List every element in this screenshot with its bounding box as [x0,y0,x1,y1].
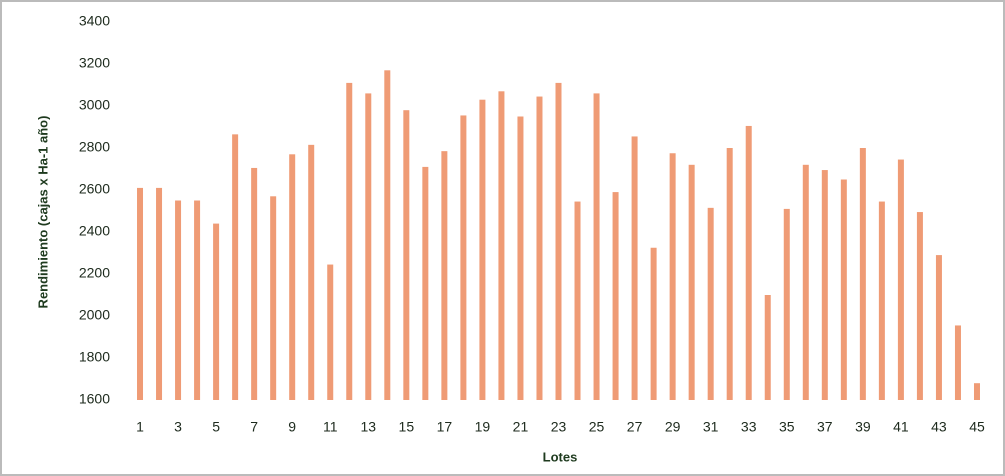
x-tick-label: 5 [212,419,220,435]
bar [954,325,961,400]
bar [707,207,714,400]
y-tick-label: 3400 [79,13,110,29]
y-tick-label: 2800 [79,139,110,155]
bar [308,144,315,400]
bar [327,264,334,400]
x-tick-label: 17 [437,419,453,435]
bar [783,208,790,400]
x-tick-label: 33 [741,419,757,435]
x-tick-label: 39 [855,419,871,435]
x-tick-label: 29 [665,419,681,435]
bar [403,110,410,400]
y-axis-title: Rendimiento (cajas x Ha-1 año) [35,116,50,309]
bar [384,70,391,401]
x-tick-label: 35 [779,419,795,435]
bar [517,116,524,400]
bar [935,255,942,400]
bar [859,148,866,400]
y-tick-label: 2600 [79,181,110,197]
bar [213,223,220,400]
bar [175,200,182,400]
x-tick-label: 37 [817,419,833,435]
bar [555,82,562,401]
x-tick-label: 3 [174,419,182,435]
bar [574,201,581,400]
bar [593,93,600,401]
bar [498,91,505,401]
bar [878,201,885,400]
x-tick-label: 25 [589,419,605,435]
x-tick-label: 21 [513,419,529,435]
y-tick-label: 1800 [79,349,110,365]
y-tick-label: 2200 [79,265,110,281]
y-tick-label: 3200 [79,55,110,71]
x-tick-label: 1 [136,419,144,435]
bar [137,187,144,400]
bar [745,125,752,400]
bar [688,164,695,400]
bar [650,247,657,400]
y-tick-label: 1600 [79,391,110,407]
bar [441,151,448,400]
bar [194,200,201,400]
bar [156,187,163,400]
bar [251,167,258,400]
x-tick-label: 41 [893,419,909,435]
bar [536,96,543,401]
x-tick-label: 19 [475,419,491,435]
bar [612,192,619,400]
bar [916,212,923,400]
bar [422,166,429,400]
bar [821,170,828,400]
bar [232,134,239,400]
x-tick-label: 27 [627,419,643,435]
bar [973,383,980,400]
y-tick-label: 3000 [79,97,110,113]
x-tick-label: 31 [703,419,719,435]
bar [289,154,296,400]
y-tick-label: 2400 [79,223,110,239]
bar [840,179,847,400]
bar [346,82,353,401]
x-axis-title: Lotes [543,449,578,464]
bar [479,99,486,400]
x-tick-label: 43 [931,419,947,435]
bar [802,164,809,400]
x-tick-label: 11 [323,419,338,435]
bar [726,148,733,400]
y-tick-label: 2000 [79,307,110,323]
bar [631,136,638,400]
bar [669,153,676,400]
x-tick-label: 13 [360,419,376,435]
x-tick-label: 7 [250,419,258,435]
x-tick-label: 23 [551,419,567,435]
x-tick-label: 15 [399,419,415,435]
bar [897,159,904,400]
bar [460,115,467,400]
bar [764,295,771,400]
bar [365,93,372,401]
x-tick-label: 9 [288,419,296,435]
x-tick-label: 45 [969,419,985,435]
bar [270,196,277,400]
